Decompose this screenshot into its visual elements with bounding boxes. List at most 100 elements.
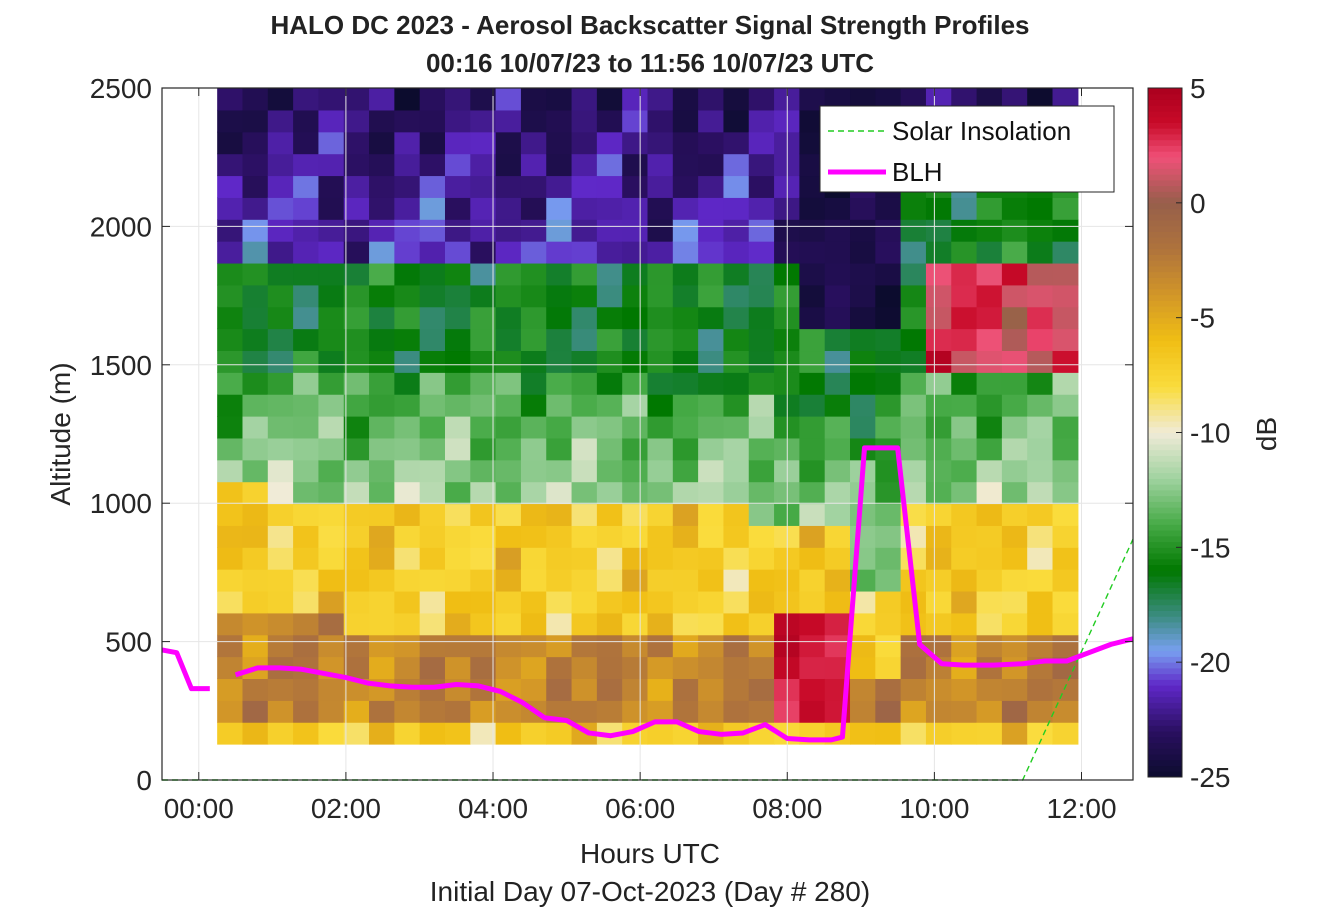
heatmap-cell xyxy=(799,197,826,220)
heatmap-cell xyxy=(925,306,952,330)
colorbar-swatch xyxy=(1148,88,1182,95)
heatmap-cell xyxy=(394,328,421,352)
heatmap-cell xyxy=(824,88,851,111)
colorbar-swatch xyxy=(1148,535,1182,543)
heatmap-cell xyxy=(925,503,952,526)
heatmap-cell xyxy=(596,109,623,133)
heatmap-cell xyxy=(571,547,598,570)
heatmap-cell xyxy=(1001,634,1028,658)
heatmap-cell xyxy=(951,394,978,417)
heatmap-cell xyxy=(293,700,320,723)
colorbar: 5 0 -5 -10 -15 -20 -25 xyxy=(1147,73,1230,793)
heatmap-cell xyxy=(419,481,446,505)
heatmap-cell xyxy=(900,481,927,505)
heatmap-cell xyxy=(748,88,775,111)
heatmap-cell xyxy=(647,284,674,308)
heatmap-cell xyxy=(242,678,269,701)
heatmap-cell xyxy=(571,241,598,264)
heatmap-cell xyxy=(824,328,851,352)
heatmap-cell xyxy=(546,590,573,614)
heatmap-cell xyxy=(1027,437,1054,461)
heatmap-cell xyxy=(824,372,851,395)
heatmap-cell xyxy=(672,175,699,198)
colorbar-swatch xyxy=(1148,202,1182,210)
heatmap-cell xyxy=(419,109,446,133)
colorbar-swatch xyxy=(1148,495,1182,502)
x-axis-sublabel: Initial Day 07-Oct-2023 (Day # 280) xyxy=(429,876,871,907)
heatmap-cell xyxy=(1001,241,1028,264)
heatmap-cell xyxy=(571,88,598,111)
heatmap-cell xyxy=(672,153,699,177)
heatmap-cell xyxy=(799,372,826,395)
heatmap-cell xyxy=(622,306,649,330)
heatmap-cell xyxy=(1001,306,1028,330)
heatmap-cell xyxy=(925,437,952,461)
heatmap-cell xyxy=(824,547,851,570)
heatmap-cell xyxy=(875,634,902,658)
heatmap-cell xyxy=(748,547,775,570)
heatmap-cell xyxy=(1052,459,1079,483)
heatmap-cell xyxy=(546,131,573,155)
heatmap-cell xyxy=(723,109,750,133)
heatmap-cell xyxy=(369,372,395,395)
chart-title: HALO DC 2023 - Aerosol Backscatter Signa… xyxy=(270,10,1030,40)
heatmap-cell xyxy=(672,525,699,548)
heatmap-cell xyxy=(596,241,623,264)
colorbar-swatch xyxy=(1148,300,1182,307)
heatmap-cell xyxy=(1052,262,1079,286)
heatmap-cell xyxy=(343,547,370,570)
heatmap-cell xyxy=(242,197,269,220)
heatmap-cell xyxy=(976,284,1003,308)
heatmap-cell xyxy=(647,153,674,177)
heatmap-cell xyxy=(1027,394,1054,417)
heatmap-cell xyxy=(596,525,623,548)
heatmap-cell xyxy=(647,131,674,155)
heatmap-cell xyxy=(723,197,750,220)
heatmap-cell xyxy=(596,372,623,395)
heatmap-cell xyxy=(976,722,1003,745)
colorbar-swatch xyxy=(1148,93,1182,100)
heatmap-cell xyxy=(470,88,497,111)
heatmap-cell xyxy=(925,394,952,417)
heatmap-cell xyxy=(318,459,345,483)
heatmap-cell xyxy=(1001,503,1028,526)
heatmap-cell xyxy=(622,416,649,439)
heatmap-cell xyxy=(647,109,674,133)
heatmap-cell xyxy=(242,175,269,198)
colorbar-swatch xyxy=(1148,133,1182,141)
heatmap-cell xyxy=(596,503,623,526)
heatmap-cell xyxy=(748,634,775,658)
heatmap-cell xyxy=(318,306,345,330)
heatmap-cell xyxy=(1001,437,1028,461)
heatmap-cell xyxy=(925,590,952,614)
heatmap-cell xyxy=(293,372,320,395)
heatmap-cell xyxy=(951,634,978,658)
heatmap-cell xyxy=(394,678,421,701)
heatmap-cell xyxy=(495,350,522,373)
heatmap-cell xyxy=(900,197,927,220)
heatmap-cell xyxy=(647,394,674,417)
colorbar-swatch xyxy=(1148,599,1182,606)
heatmap-cell xyxy=(850,525,876,548)
heatmap-cell xyxy=(900,306,927,330)
colorbar-swatch xyxy=(1148,122,1182,129)
heatmap-cell xyxy=(318,88,345,111)
heatmap-cell xyxy=(343,416,370,439)
heatmap-cell xyxy=(444,722,471,745)
heatmap-cell xyxy=(318,153,345,177)
heatmap-cell xyxy=(546,350,573,373)
heatmap-cell xyxy=(951,219,978,242)
colorbar-swatch xyxy=(1148,581,1182,589)
heatmap-cell xyxy=(925,722,952,745)
colorbar-swatch xyxy=(1148,530,1182,537)
colorbar-swatch xyxy=(1148,369,1182,376)
colorbar-swatch xyxy=(1148,449,1182,456)
heatmap-cell xyxy=(318,722,345,745)
heatmap-cell xyxy=(394,656,421,680)
heatmap-cell xyxy=(546,416,573,439)
heatmap-cell xyxy=(470,722,497,745)
heatmap-cell xyxy=(596,612,623,636)
heatmap-cell xyxy=(419,219,446,242)
heatmap-cell xyxy=(520,350,547,373)
heatmap-cell xyxy=(647,700,674,723)
